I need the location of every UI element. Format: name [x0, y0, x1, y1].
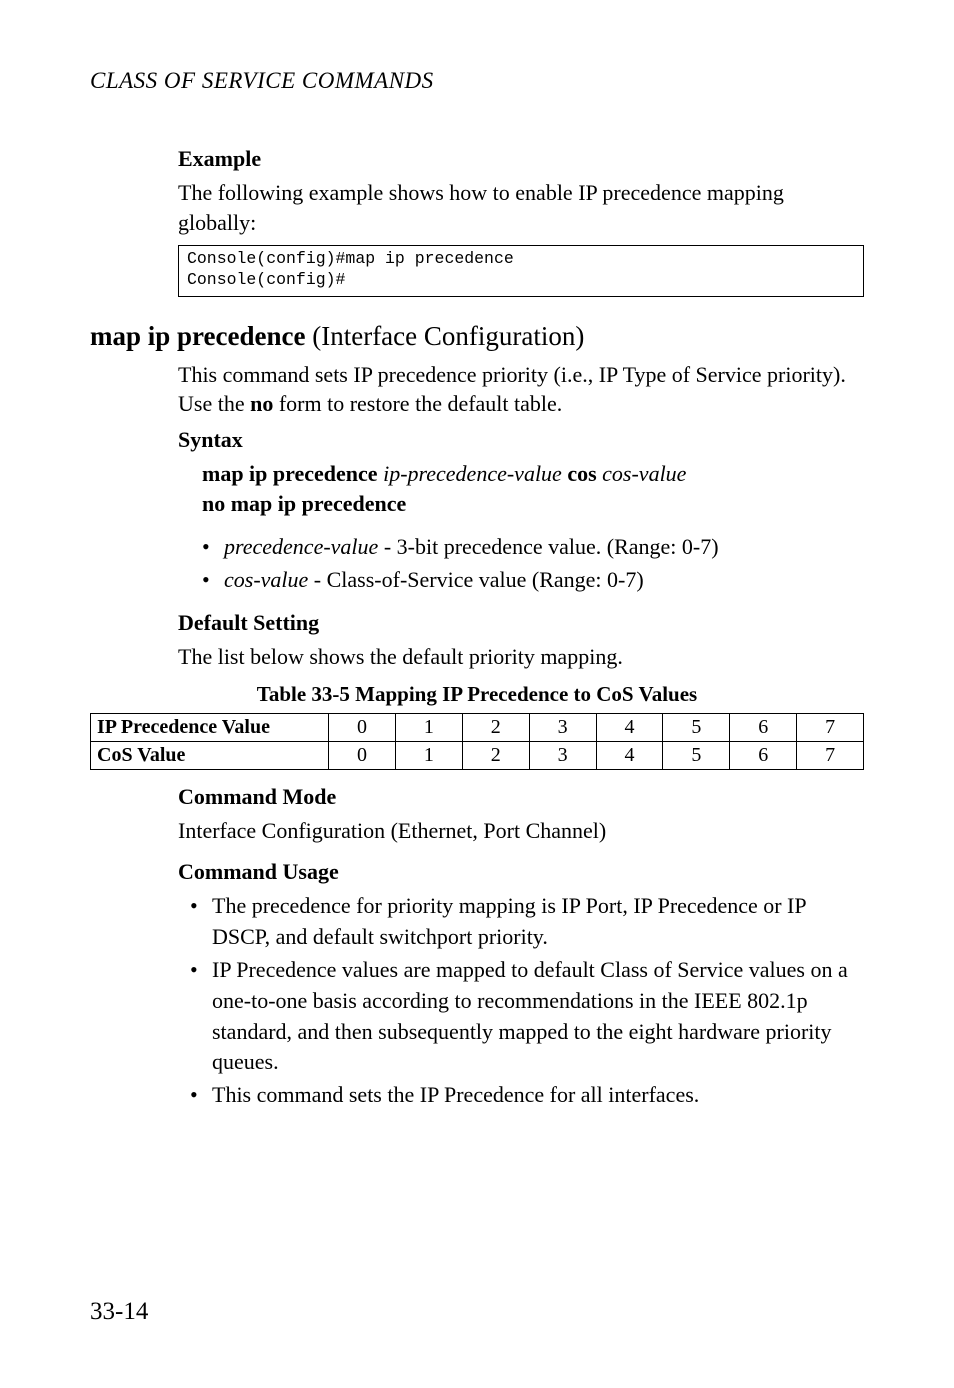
heading-mode: Command Mode — [178, 784, 864, 810]
running-header: CLASS OF SERVICE COMMANDS — [90, 68, 864, 94]
cell: 0 — [329, 741, 396, 769]
cell: 6 — [730, 741, 797, 769]
para-example: The following example shows how to enabl… — [178, 178, 864, 237]
cell: 4 — [596, 741, 663, 769]
syn-no-form: no map ip precedence — [202, 489, 864, 519]
list-item: • The precedence for priority mapping is … — [190, 891, 864, 953]
row-label: CoS Value — [91, 741, 329, 769]
h2-command-name: map ip precedence — [90, 321, 305, 351]
heading-usage: Command Usage — [178, 859, 864, 885]
code-console: Console(config)#map ip precedence Consol… — [178, 245, 864, 296]
heading-command: map ip precedence (Interface Configurati… — [90, 321, 864, 352]
syn-arg-cosval: cos-value — [602, 461, 686, 486]
table-caption: Table 33-5 Mapping IP Precedence to CoS … — [90, 682, 864, 707]
cell: 1 — [395, 741, 462, 769]
para-mode: Interface Configuration (Ethernet, Port … — [178, 816, 864, 846]
param-desc: - 3-bit precedence value. (Range: 0-7) — [378, 534, 718, 559]
cell: 3 — [529, 741, 596, 769]
param-desc: - Class-of-Service value (Range: 0-7) — [308, 567, 643, 592]
cell: 1 — [395, 713, 462, 741]
cell: 6 — [730, 713, 797, 741]
syntax-param-list: • precedence-value - 3-bit precedence val… — [202, 532, 864, 596]
cell: 3 — [529, 713, 596, 741]
table-row: CoS Value 0 1 2 3 4 5 6 7 — [91, 741, 864, 769]
bullet-icon: • — [190, 955, 198, 986]
cell: 7 — [797, 713, 864, 741]
syn-arg-ipprec: ip-precedence-value — [383, 461, 562, 486]
param-name: cos-value — [224, 567, 308, 592]
intro-no-keyword: no — [250, 391, 273, 416]
usage-list: • The precedence for priority mapping is … — [190, 891, 864, 1111]
row-label: IP Precedence Value — [91, 713, 329, 741]
cos-mapping-table: IP Precedence Value 0 1 2 3 4 5 6 7 CoS … — [90, 713, 864, 770]
cell: 4 — [596, 713, 663, 741]
list-item: • precedence-value - 3-bit precedence val… — [202, 532, 864, 563]
cell: 2 — [462, 713, 529, 741]
bullet-icon: • — [190, 1080, 198, 1111]
table-row: IP Precedence Value 0 1 2 3 4 5 6 7 — [91, 713, 864, 741]
cell: 7 — [797, 741, 864, 769]
syntax-block: map ip precedence ip-precedence-value co… — [202, 459, 864, 518]
usage-text: This command sets the IP Precedence for … — [212, 1082, 699, 1107]
para-intro: This command sets IP precedence priority… — [178, 360, 864, 419]
para-default: The list below shows the default priorit… — [178, 642, 864, 672]
cell: 2 — [462, 741, 529, 769]
list-item: • This command sets the IP Precedence for… — [190, 1080, 864, 1111]
syn-kw-cos: cos — [562, 461, 602, 486]
cell: 5 — [663, 713, 730, 741]
page-number: 33-14 — [90, 1298, 148, 1326]
syn-kw-map: map ip precedence — [202, 461, 383, 486]
param-name: precedence-value — [224, 534, 378, 559]
usage-text: IP Precedence values are mapped to defau… — [212, 957, 848, 1074]
cell: 0 — [329, 713, 396, 741]
heading-example: Example — [178, 146, 864, 172]
list-item: • IP Precedence values are mapped to defa… — [190, 955, 864, 1078]
heading-syntax: Syntax — [178, 427, 864, 453]
bullet-icon: • — [202, 565, 210, 596]
bullet-icon: • — [202, 532, 210, 563]
h2-context: (Interface Configuration) — [305, 321, 584, 351]
intro-text-2: form to restore the default table. — [273, 391, 562, 416]
bullet-icon: • — [190, 891, 198, 922]
list-item: • cos-value - Class-of-Service value (Ran… — [202, 565, 864, 596]
usage-text: The precedence for priority mapping is I… — [212, 893, 806, 949]
cell: 5 — [663, 741, 730, 769]
heading-default: Default Setting — [178, 610, 864, 636]
